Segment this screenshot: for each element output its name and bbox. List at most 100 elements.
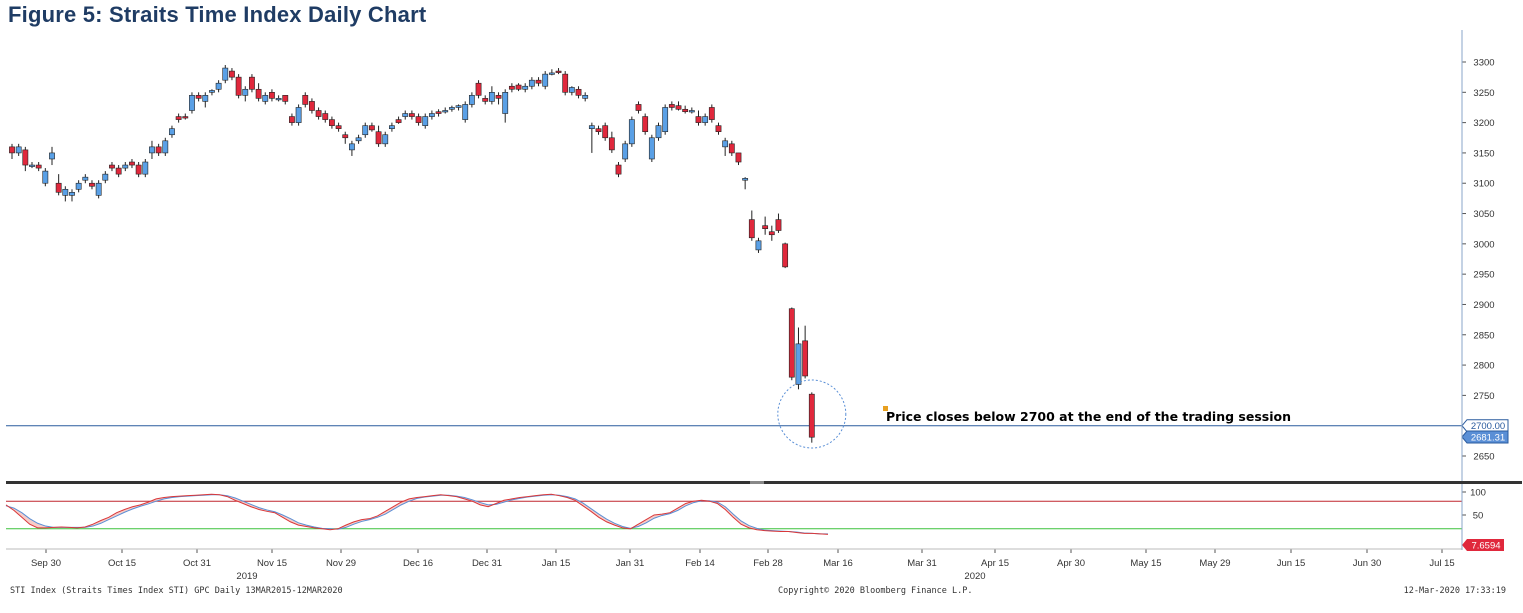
candle [615, 162, 622, 178]
candle-body [755, 240, 762, 251]
candle [129, 158, 135, 169]
candle-body [602, 125, 609, 139]
year-label: 2020 [964, 571, 985, 582]
candle-body [502, 92, 509, 114]
candle-body [795, 343, 802, 385]
x-tick-label: Jun 30 [1353, 558, 1382, 569]
candle [49, 146, 55, 166]
candle [435, 109, 442, 117]
candle-body [702, 116, 709, 123]
candle-body [548, 72, 555, 75]
candle-body [95, 182, 102, 196]
candle-body [295, 107, 302, 123]
candle-body [615, 164, 622, 175]
candle [488, 86, 495, 105]
candle-body [289, 116, 295, 123]
candle-body [455, 105, 462, 108]
candle [369, 122, 375, 132]
candle [29, 162, 35, 169]
candle-body [562, 73, 569, 93]
candle [475, 80, 482, 99]
y-tick-label: 2950 [1473, 270, 1494, 281]
price-tag-box [1461, 419, 1509, 433]
candle-body [155, 146, 162, 154]
candle-body [408, 113, 415, 117]
candle [115, 165, 122, 178]
candle [588, 122, 595, 153]
candle-body [668, 104, 675, 108]
candle [542, 71, 549, 90]
candle-body [555, 70, 562, 73]
candle [795, 327, 802, 390]
candle-body [302, 95, 309, 105]
x-tick-label: Jan 31 [616, 558, 645, 569]
candle [189, 92, 195, 114]
candle [289, 113, 295, 126]
candle [55, 174, 62, 196]
candle [668, 101, 675, 111]
footer-left: STI Index (Straits Times Index STI) GPC … [10, 586, 343, 596]
candle [229, 68, 235, 81]
candle-body [215, 82, 222, 90]
candle [642, 113, 649, 135]
candle [202, 92, 209, 108]
candle [708, 104, 715, 123]
x-tick-label: May 29 [1199, 558, 1230, 569]
candle-body [742, 178, 749, 181]
candle [702, 113, 709, 126]
candle [175, 113, 182, 123]
candle [415, 113, 422, 126]
candle [682, 105, 689, 114]
candle [662, 104, 669, 135]
candle [775, 213, 782, 233]
candle [282, 95, 289, 105]
candle [555, 68, 562, 75]
candle [329, 116, 335, 129]
candle [169, 125, 175, 138]
candle [135, 162, 142, 178]
candle [355, 134, 362, 144]
y-tick-label: 2750 [1473, 391, 1494, 402]
candle [302, 92, 309, 108]
candle-body [142, 161, 149, 175]
candle [255, 83, 262, 102]
x-tick-label: Oct 31 [183, 558, 211, 569]
stoch-d-line [5, 494, 828, 535]
candle [209, 89, 215, 96]
candle-body [249, 76, 255, 90]
y-tick-label: 3300 [1473, 58, 1494, 69]
candle-body [535, 79, 542, 84]
candle-body [55, 182, 62, 193]
candle-body [229, 70, 235, 78]
candle-body [528, 79, 535, 87]
candle [722, 137, 729, 156]
candle [522, 83, 529, 93]
candle [295, 104, 302, 126]
candle-body [582, 95, 589, 99]
x-tick-label: Jan 15 [542, 558, 571, 569]
candle [648, 134, 655, 163]
candle-body [362, 125, 369, 136]
candle-body [695, 116, 702, 123]
candle-body [309, 101, 315, 111]
candle [715, 122, 722, 135]
candle-body [728, 143, 735, 154]
candle-body [69, 192, 75, 196]
x-tick-label: Apr 30 [1057, 558, 1085, 569]
candle [42, 168, 49, 187]
candle-body [782, 243, 789, 268]
candle-body [522, 85, 529, 90]
candle [608, 131, 615, 153]
candle [222, 65, 229, 84]
candle-body [682, 108, 689, 113]
candle [802, 325, 809, 379]
candle-body [675, 105, 682, 110]
candle [448, 105, 455, 112]
candle [235, 74, 242, 99]
candle-body [715, 125, 722, 133]
candle [102, 171, 109, 184]
candle-body [135, 164, 142, 175]
y-tick-label: 2900 [1473, 300, 1494, 311]
candle-body [342, 134, 349, 139]
x-tick-label: Dec 16 [403, 558, 433, 569]
